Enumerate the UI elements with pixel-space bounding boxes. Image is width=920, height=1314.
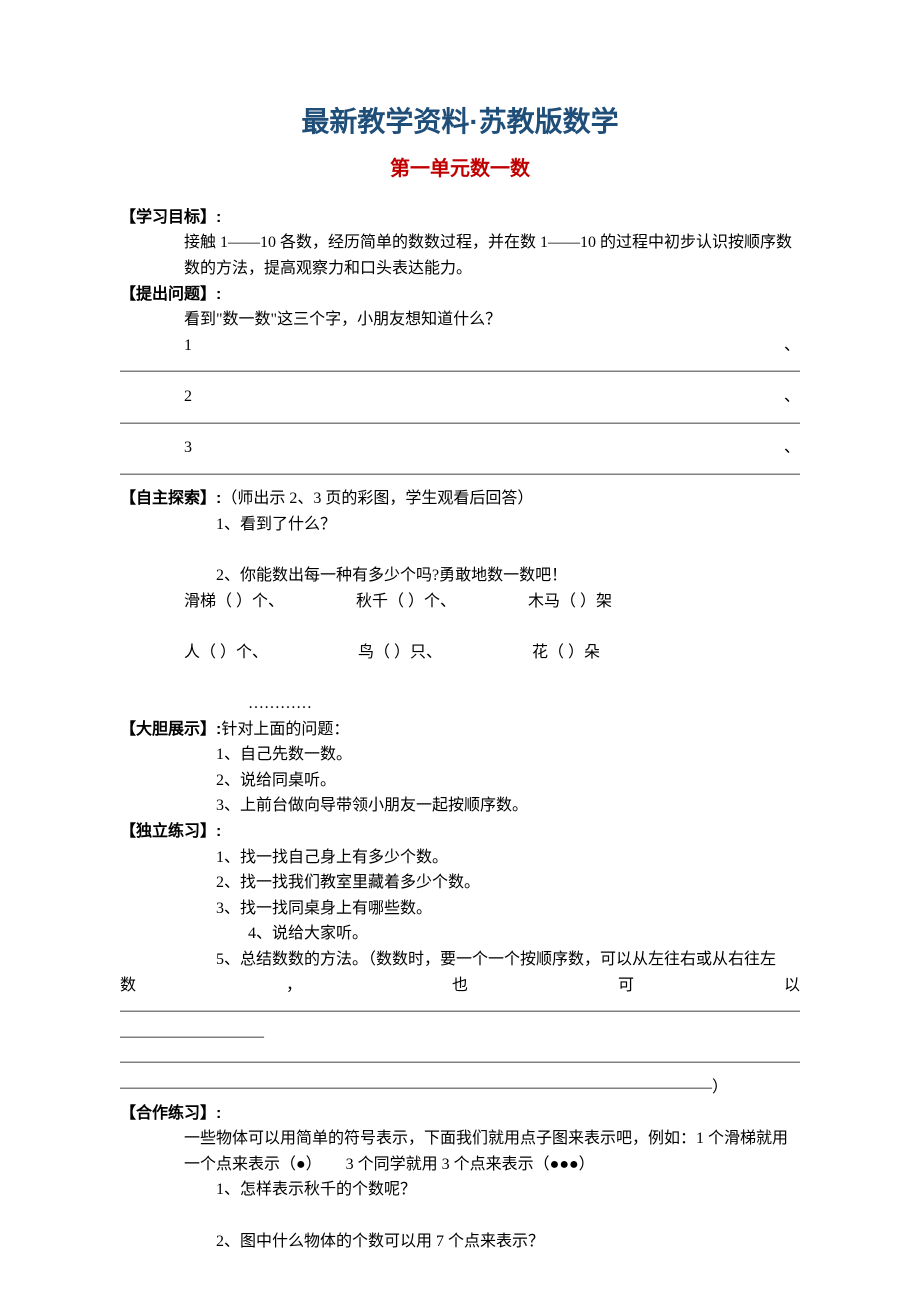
solo-spread-line: 数 ， 也 可 以 (120, 973, 800, 999)
q3-trail: 、 (784, 435, 800, 461)
page-container: 最新教学资料·苏教版数学 第一单元数一数 【学习目标】: 接触 1——10 各数… (0, 0, 920, 1314)
ellipsis-line: ………… (120, 691, 800, 717)
explore-note: （师出示 2、3 页的彩图，学生观看后回答） (221, 490, 533, 507)
solo-item-5: 5、总结数数的方法。（数数时，要一个一个按顺序数，可以从左往右或从右往左 (120, 947, 800, 973)
dash-full-1: ————————————————————————————————————————… (120, 362, 800, 379)
coop-label: 【合作练习】: (120, 1105, 221, 1122)
blank-line-3 (120, 665, 800, 691)
question-prompt: 看到"数一数"这三个字，小朋友想知道什么？ (120, 307, 800, 333)
w1: ， (286, 973, 302, 999)
count-bird: 鸟（ ）只、 (358, 640, 442, 666)
question-label: 【提出问题】: (120, 286, 221, 303)
question-item-1: 1 、 (120, 333, 800, 359)
w2: 也 (452, 973, 468, 999)
blank-line-2 (120, 614, 800, 640)
section-goal: 【学习目标】: (120, 205, 800, 231)
counting-row-1: 滑梯（ ）个、 秋千（ ）个、 木马（ ）架 (120, 589, 800, 615)
q1-num: 1 (184, 333, 192, 359)
solo-item-4: 4、说给大家听。 (120, 921, 800, 947)
dash-line-3: ————————————————————————————————————————… (120, 461, 800, 487)
count-slide: 滑梯（ ）个、 (184, 589, 284, 615)
q2-trail: 、 (784, 384, 800, 410)
show-item-3: 3、上前台做向导带领小朋友一起按顺序数。 (120, 793, 800, 819)
goal-text: 接触 1——10 各数，经历简单的数数过程，并在数 1——10 的过程中初步认识… (120, 230, 800, 281)
solo-item-2: 2、找一找我们教室里藏着多少个数。 (120, 870, 800, 896)
count-people: 人（ ）个、 (184, 640, 268, 666)
w0: 数 (120, 973, 136, 999)
dash-line-1: ————————————————————————————————————————… (120, 358, 800, 384)
solo-dash-1: ————————————————————————————————————————… (120, 998, 800, 1024)
show-intro: 针对上面的问题： (221, 721, 349, 738)
section-solo: 【独立练习】: (120, 819, 800, 845)
section-show: 【大胆展示】:针对上面的问题： (120, 717, 800, 743)
q2-num: 2 (184, 384, 192, 410)
solo-item-3: 3、找一找同桌身上有哪些数。 (120, 896, 800, 922)
q1-trail: 、 (784, 333, 800, 359)
explore-q2: 2、你能数出每一种有多少个吗?勇敢地数一数吧！ (120, 563, 800, 589)
dash-line-2: ————————————————————————————————————————… (120, 410, 800, 436)
show-item-1: 1、自己先数一数。 (120, 742, 800, 768)
coop-intro: 一些物体可以用简单的符号表示，下面我们就用点子图来表示吧，例如：1 个滑梯就用一… (120, 1126, 800, 1177)
explore-q1: 1、看到了什么？ (120, 512, 800, 538)
count-horse: 木马（ ）架 (528, 589, 612, 615)
solo-item-1: 1、找一找自己身上有多少个数。 (120, 845, 800, 871)
coop-item-2: 2、图中什么物体的个数可以用 7 个点来表示？ (120, 1229, 800, 1255)
coop-item-1: 1、怎样表示秋千的个数呢？ (120, 1177, 800, 1203)
show-item-2: 2、说给同桌听。 (120, 768, 800, 794)
count-flower: 花（ ）朵 (532, 640, 600, 666)
counting-row-2: 人（ ）个、 鸟（ ）只、 花（ ）朵 (120, 640, 800, 666)
section-explore: 【自主探索】:（师出示 2、3 页的彩图，学生观看后回答） (120, 486, 800, 512)
goal-label: 【学习目标】: (120, 209, 221, 226)
solo-label: 【独立练习】: (120, 823, 221, 840)
question-item-3: 3 、 (120, 435, 800, 461)
w3: 可 (618, 973, 634, 999)
show-label: 【大胆展示】: (120, 721, 221, 738)
w4: 以 (784, 973, 800, 999)
question-item-2: 2 、 (120, 384, 800, 410)
section-coop: 【合作练习】: (120, 1101, 800, 1127)
section-question: 【提出问题】: (120, 282, 800, 308)
solo-dash-4: —————————————————————————————————————） (120, 1075, 800, 1101)
explore-label: 【自主探索】: (120, 490, 221, 507)
q3-num: 3 (184, 435, 192, 461)
dash-full-3: ————————————————————————————————————————… (120, 465, 800, 482)
main-title: 最新教学资料·苏教版数学 (120, 100, 800, 145)
dash-full-2: ————————————————————————————————————————… (120, 414, 800, 431)
blank-line-1 (120, 538, 800, 564)
blank-line-4 (120, 1203, 800, 1229)
unit-title: 第一单元数一数 (120, 153, 800, 185)
count-swing: 秋千（ ）个、 (356, 589, 456, 615)
solo-dash-3: ————————————————————————————————————————… (120, 1049, 800, 1075)
solo-dash-2: ————————— (120, 1024, 800, 1050)
